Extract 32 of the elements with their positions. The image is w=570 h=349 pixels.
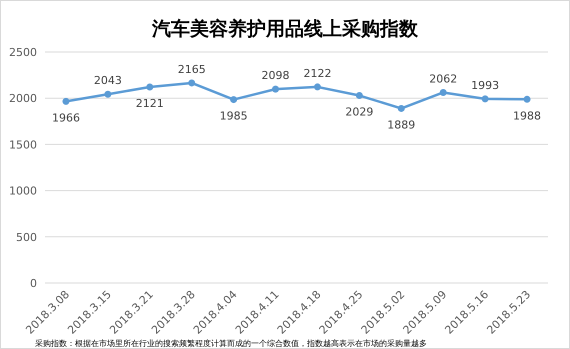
point [524,96,531,103]
point [398,104,405,112]
point [146,84,154,91]
point [314,83,321,90]
data-label: 1889 [387,118,416,132]
data-label: 2122 [303,66,332,80]
data-label: 2062 [429,72,458,86]
point [62,98,70,105]
point [440,88,447,96]
data-label: 2043 [94,74,122,88]
data-label: 2029 [345,106,374,119]
text: 采购指数：根据在市场里所在行业的搜索频繁程度计算而成的一个综合数值，指数越高表示在市场的采购量越多 [35,339,427,348]
y-tick-label: 2000 [9,92,37,106]
point [104,90,112,98]
y-tick-label: 1500 [9,138,37,152]
point [272,86,280,93]
y-tick-label: 0 [30,277,37,290]
data-label: 2165 [178,62,206,76]
point [482,95,489,102]
data-label: 1985 [220,110,248,123]
point [230,96,238,104]
point [188,79,196,86]
data-label: 1993 [471,78,500,92]
data-label: 1988 [513,109,542,122]
y-tick-label: 2500 [9,46,37,59]
y-tick-label: 500 [16,230,37,244]
data-label: 2098 [262,69,290,82]
y-tick-label: 1000 [9,184,37,198]
title: 汽车美容养护用品线上采购指数 [152,18,418,40]
data-label: 1966 [52,111,80,124]
point [356,92,363,100]
data-label: 2121 [136,97,164,110]
